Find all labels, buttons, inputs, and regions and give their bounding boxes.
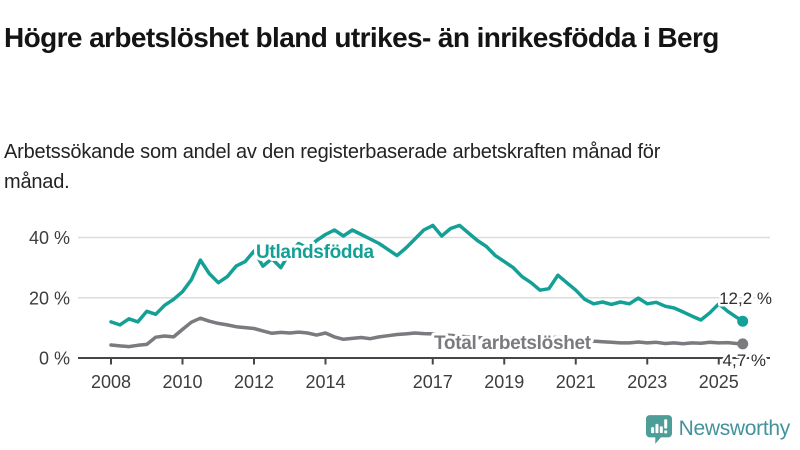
newsworthy-wordmark: Newsworthy	[678, 417, 791, 440]
x-tick-label: 2025	[699, 372, 739, 392]
series-line-total-arbetsl-shet	[109, 316, 745, 349]
x-tick-label: 2008	[91, 372, 131, 392]
y-tick-label: 40 %	[29, 228, 70, 248]
newsworthy-icon	[645, 415, 672, 444]
newsworthy-logo: Newsworthy	[645, 414, 791, 444]
x-tick-label: 2012	[234, 372, 274, 392]
series-value-label-total-arbetsl-shet: 4,7 %	[723, 351, 766, 370]
x-tick-label: 2017	[413, 372, 453, 392]
series-end-dot-total-arbetsl-shet	[737, 338, 749, 350]
x-tick-label: 2014	[305, 372, 345, 392]
series-value-label-utlandsf-dda: 12,2 %	[719, 289, 772, 308]
series-label-total-arbetsl-shet: Total arbetslöshet	[434, 333, 592, 354]
page-title: Högre arbetslöshet bland utrikes- än inr…	[4, 21, 719, 53]
y-tick-label: 0 %	[39, 349, 70, 369]
page-subtitle: Arbetssökande som andel av den registerb…	[4, 141, 661, 193]
series-end-dot-utlandsf-dda	[737, 315, 749, 327]
y-tick-label: 20 %	[29, 288, 70, 308]
series-line-utlandsf-dda	[109, 223, 745, 327]
x-tick-label: 2021	[556, 372, 596, 392]
x-tick-label: 2019	[484, 372, 524, 392]
x-tick-label: 2023	[627, 372, 667, 392]
series-label-utlandsf-dda: Utlandsfödda	[256, 242, 375, 263]
x-tick-label: 2010	[162, 372, 202, 392]
